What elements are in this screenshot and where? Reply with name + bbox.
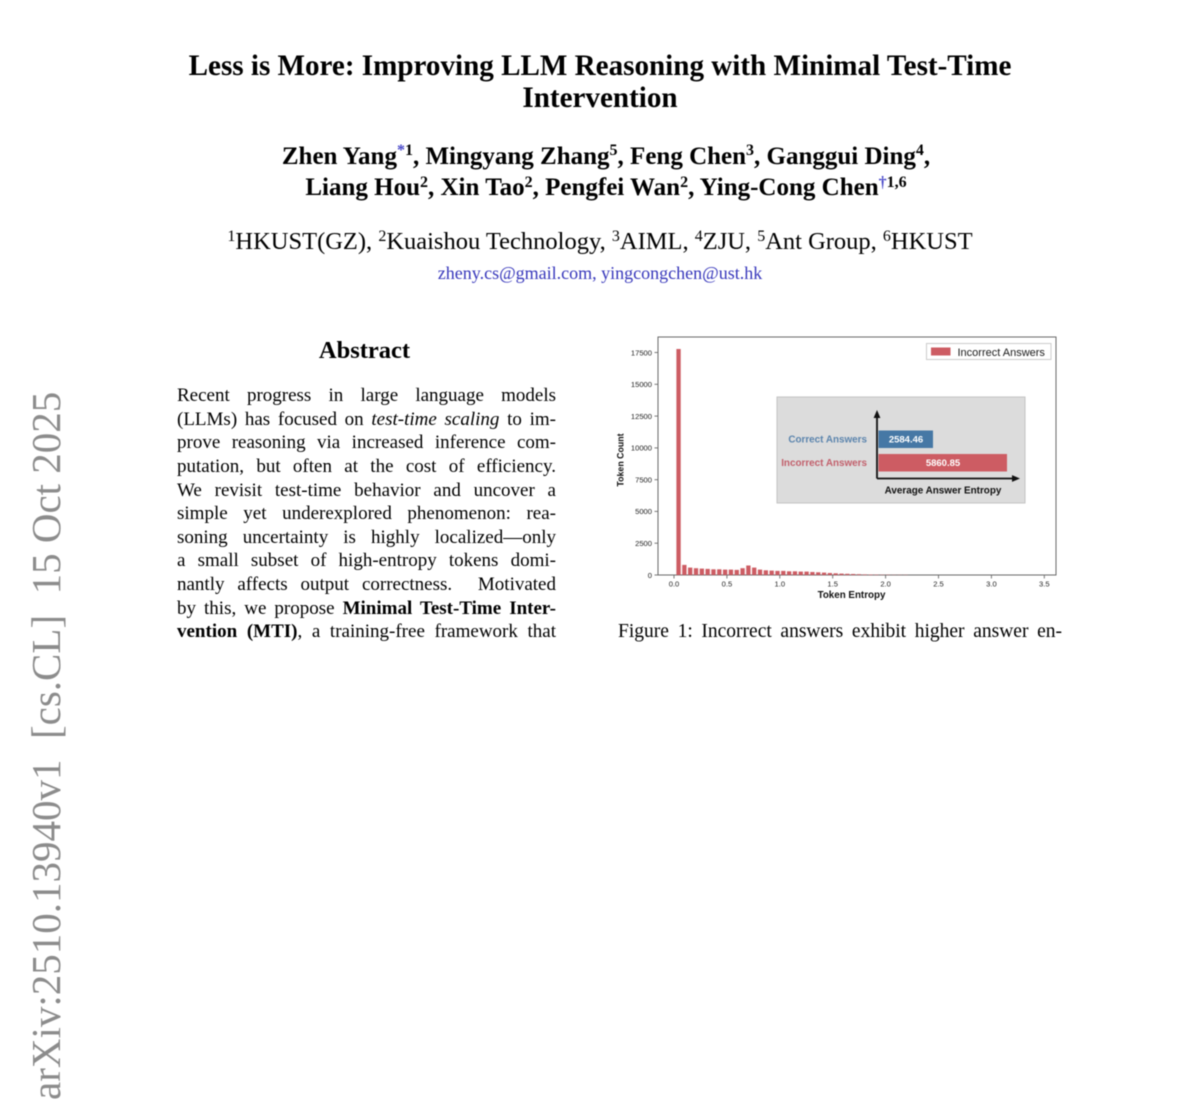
svg-text:0: 0 bbox=[648, 571, 652, 580]
svg-text:5000: 5000 bbox=[635, 507, 652, 516]
svg-text:7500: 7500 bbox=[635, 476, 652, 485]
svg-text:2500: 2500 bbox=[635, 539, 652, 548]
svg-text:0.5: 0.5 bbox=[722, 580, 733, 589]
svg-text:3.5: 3.5 bbox=[1039, 580, 1050, 589]
svg-text:1.0: 1.0 bbox=[775, 580, 786, 589]
svg-text:17500: 17500 bbox=[631, 348, 652, 357]
svg-text:15000: 15000 bbox=[631, 380, 652, 389]
svg-text:Correct Answers: Correct Answers bbox=[788, 435, 867, 446]
svg-text:Incorrect Answers: Incorrect Answers bbox=[958, 347, 1046, 359]
svg-text:3.0: 3.0 bbox=[986, 580, 997, 589]
svg-text:Incorrect Answers: Incorrect Answers bbox=[781, 458, 867, 469]
svg-text:2.5: 2.5 bbox=[933, 580, 944, 589]
svg-text:Average Answer Entropy: Average Answer Entropy bbox=[885, 486, 1002, 497]
svg-text:1.5: 1.5 bbox=[827, 580, 838, 589]
svg-text:0.0: 0.0 bbox=[669, 580, 680, 589]
svg-text:Token Count: Token Count bbox=[616, 433, 626, 486]
svg-text:Token Entropy: Token Entropy bbox=[818, 590, 886, 601]
svg-text:5860.85: 5860.85 bbox=[926, 458, 961, 469]
svg-text:10000: 10000 bbox=[631, 444, 652, 453]
svg-text:2.0: 2.0 bbox=[880, 580, 891, 589]
svg-text:12500: 12500 bbox=[631, 412, 652, 421]
svg-text:2584.46: 2584.46 bbox=[889, 435, 923, 446]
